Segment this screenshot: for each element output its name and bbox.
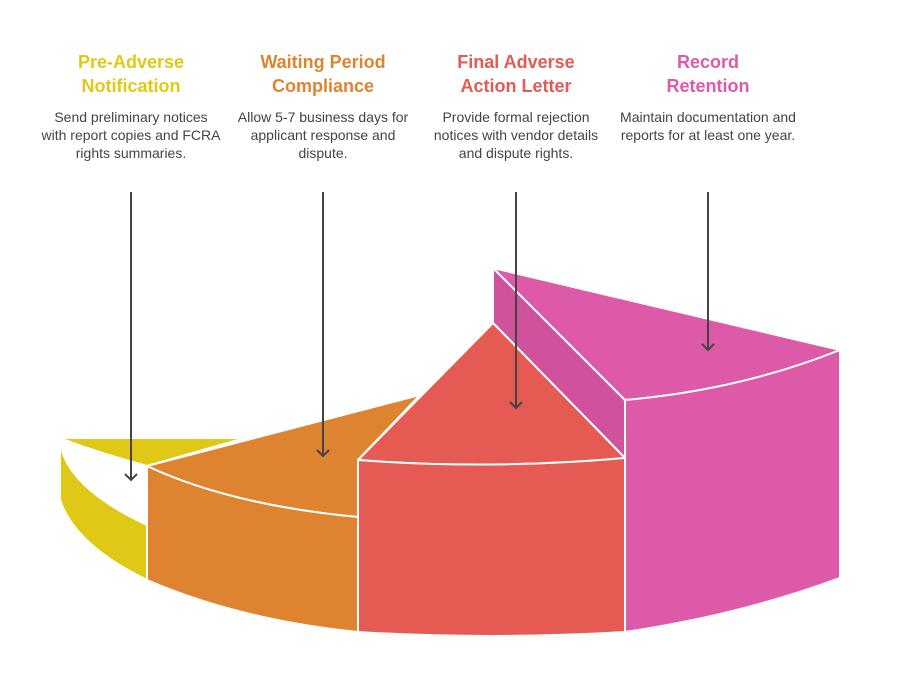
title-line: Action Letter (460, 76, 572, 96)
arrow-icon (316, 192, 330, 458)
title-line: Notification (81, 76, 181, 96)
arrow-icon (509, 192, 523, 410)
step-pre-adverse: Pre-Adverse Notification Send preliminary… (41, 50, 221, 162)
step-final-adverse: Final Adverse Action Letter Provide forma… (426, 50, 606, 162)
step-description: Provide formal rejection notices with ve… (433, 109, 599, 161)
step-title: Record Retention (618, 50, 798, 98)
segment-record-retention-side (624, 349, 841, 633)
step-title: Waiting Period Compliance (233, 50, 413, 98)
title-line: Waiting Period (260, 52, 386, 72)
title-line: Retention (666, 76, 750, 96)
step-title: Final Adverse Action Letter (426, 50, 606, 98)
title-line: Pre-Adverse (77, 52, 185, 72)
step-title: Pre-Adverse Notification (41, 50, 221, 98)
title-line: Compliance (271, 76, 375, 96)
arrow-icon (701, 192, 715, 352)
arrow-icon (124, 192, 138, 482)
step-description: Allow 5-7 business days for applicant re… (237, 109, 409, 161)
step-description: Send preliminary notices with report cop… (41, 109, 221, 161)
title-line: Record (676, 52, 739, 72)
title-line: Final Adverse (457, 52, 575, 72)
step-record-retention: Record Retention Maintain documentation a… (618, 50, 798, 144)
step-description: Maintain documentation and reports for a… (620, 109, 796, 143)
step-waiting-period: Waiting Period Compliance Allow 5-7 busin… (233, 50, 413, 162)
segment-final-adverse-side (357, 457, 626, 637)
